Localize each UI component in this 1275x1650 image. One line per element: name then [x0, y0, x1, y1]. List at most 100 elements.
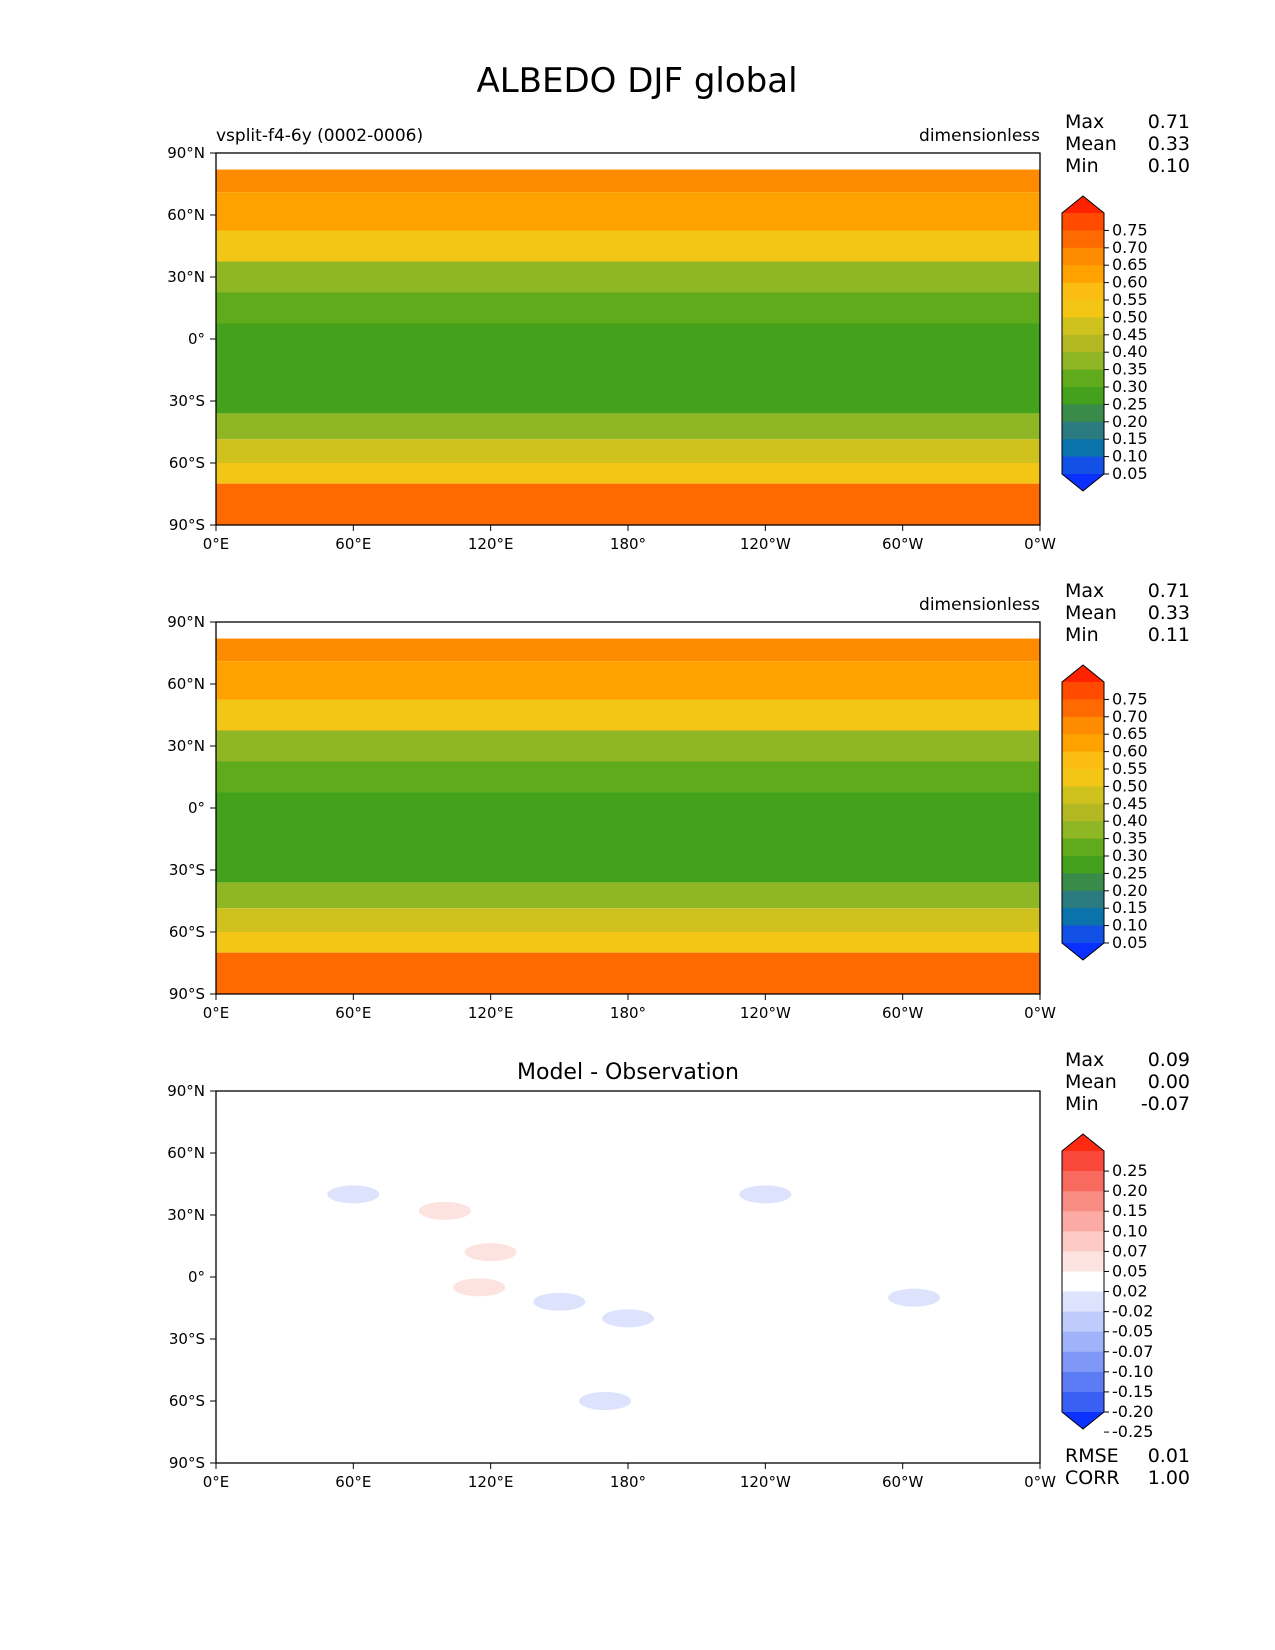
- stat-label: Min: [1065, 1093, 1099, 1115]
- colorbar: 0.750.700.650.600.550.500.450.400.350.30…: [1061, 664, 1148, 961]
- y-tick-label: 30°N: [167, 268, 205, 286]
- colorbar-label: 0.75: [1112, 220, 1148, 239]
- colorbar-label: 0.75: [1112, 689, 1148, 708]
- stat-label: Min: [1065, 155, 1099, 177]
- panel-units: dimensionless: [919, 126, 1040, 146]
- panel-center-title: Model - Observation: [517, 1060, 739, 1085]
- colorbar-segment: [1062, 1151, 1104, 1172]
- stat-value: 0.71: [1148, 580, 1190, 602]
- colorbar-segment: [1062, 265, 1104, 283]
- y-tick-label: 30°S: [169, 1330, 205, 1348]
- colorbar-label: 0.05: [1112, 1261, 1148, 1280]
- colorbar-label: 0.25: [1112, 394, 1148, 413]
- colorbar-label: 0.45: [1112, 325, 1148, 344]
- anomaly-blob: [453, 1278, 506, 1297]
- colorbar-segment: [1062, 821, 1104, 839]
- colorbar-segment: [1062, 1231, 1104, 1252]
- x-tick-label: 0°E: [203, 1473, 230, 1491]
- colorbar-label: 0.50: [1112, 776, 1148, 795]
- colorbar-segment: [1062, 369, 1104, 388]
- stat-value: 0.01: [1148, 1445, 1190, 1467]
- albedo-band: [216, 192, 1040, 231]
- x-tick-label: 0°W: [1024, 1473, 1056, 1491]
- colorbar-label: -0.07: [1112, 1342, 1153, 1361]
- colorbar-segment: [1062, 387, 1104, 405]
- colorbar-extend-min: [1062, 474, 1104, 491]
- albedo-band: [216, 699, 1040, 731]
- x-tick-label: 60°W: [882, 1473, 924, 1491]
- colorbar-label: 0.70: [1112, 238, 1148, 257]
- panels: 0°E 60°E 120°E 180° 120°W 60°W 0°W 90°N 60°N 30°N…: [167, 111, 1190, 1491]
- colorbar-segment: [1062, 1391, 1104, 1413]
- albedo-band: [216, 483, 1040, 510]
- colorbar-label: 0.50: [1112, 307, 1148, 326]
- x-tick-label: 180°: [610, 1004, 646, 1022]
- colorbar-label: 0.15: [1112, 429, 1148, 448]
- colorbar-label: 0.07: [1112, 1241, 1148, 1260]
- colorbar-extend-max: [1062, 1134, 1104, 1151]
- colorbar-segment: [1062, 1331, 1104, 1353]
- colorbar: 0.250.200.150.100.070.050.02-0.02-0.05-0…: [1061, 1133, 1153, 1441]
- colorbar-label: 0.02: [1112, 1282, 1148, 1301]
- colorbar-label: 0.35: [1112, 360, 1148, 379]
- anomaly-blob: [808, 1226, 860, 1245]
- albedo-band: [216, 882, 1040, 909]
- x-tick-label: 60°W: [882, 535, 924, 553]
- colorbar-segment: [1062, 1311, 1104, 1333]
- x-tick-label: 0°W: [1024, 1004, 1056, 1022]
- colorbar-label: 0.60: [1112, 273, 1148, 292]
- colorbar-label: 0.10: [1112, 916, 1148, 935]
- colorbar-label: 0.10: [1112, 447, 1148, 466]
- colorbar-label: -0.10: [1112, 1362, 1153, 1381]
- colorbar-label: 0.35: [1112, 829, 1148, 848]
- plot-background: [216, 1091, 1040, 1463]
- stat-value: 0.00: [1148, 1071, 1190, 1093]
- colorbar-segment: [1062, 890, 1104, 909]
- albedo-band: [216, 261, 1040, 293]
- stat-value: 0.33: [1148, 133, 1190, 155]
- x-tick-label: 0°E: [203, 535, 230, 553]
- albedo-band: [216, 730, 1040, 762]
- albedo-band: [216, 323, 1040, 355]
- colorbar-segment: [1062, 856, 1104, 874]
- colorbar-label: 0.45: [1112, 794, 1148, 813]
- x-tick-label: 120°E: [468, 1473, 514, 1491]
- colorbar-segment: [1062, 751, 1104, 770]
- anomaly-blob: [533, 1292, 586, 1311]
- colorbar-label: 0.10: [1112, 1221, 1148, 1240]
- albedo-band: [216, 385, 1040, 414]
- colorbar-segment: [1062, 699, 1104, 718]
- colorbar-segment: [1062, 1191, 1104, 1212]
- stat-value: 0.11: [1148, 624, 1190, 646]
- colorbar-extend-min: [1062, 1412, 1104, 1429]
- albedo-band: [216, 292, 1040, 324]
- colorbar-segment: [1062, 734, 1104, 752]
- panel-observation: 0°E 60°E 120°E 180° 120°W 60°W 0°W 90°N 60°N 30°N…: [167, 580, 1190, 1022]
- y-tick-label: 90°N: [167, 144, 205, 162]
- albedo-band: [216, 854, 1040, 883]
- colorbar-segment: [1062, 1171, 1104, 1192]
- colorbar-label: 0.65: [1112, 724, 1148, 743]
- colorbar-segment: [1062, 1291, 1104, 1313]
- stat-label: Max: [1065, 1049, 1104, 1071]
- colorbar-label: -0.05: [1112, 1322, 1153, 1341]
- figure-title: ALBEDO DJF global: [476, 61, 797, 101]
- stat-label: RMSE: [1065, 1445, 1119, 1467]
- colorbar-segment: [1062, 334, 1104, 353]
- colorbar-label: 0.05: [1112, 933, 1148, 952]
- anomaly-blob: [327, 1185, 380, 1204]
- albedo-band: [216, 661, 1040, 700]
- anomaly-blob: [739, 1185, 792, 1204]
- x-tick-label: 120°W: [740, 535, 791, 553]
- anomaly-blob: [247, 1123, 300, 1142]
- colorbar-segment: [1062, 786, 1104, 805]
- anomaly-blob: [888, 1288, 941, 1307]
- panel-difference: 0°E 60°E 120°E 180° 120°W 60°W 0°W 90°N 60°N 30°N…: [167, 1049, 1190, 1491]
- x-tick-label: 120°E: [468, 535, 514, 553]
- y-tick-label: 0°: [188, 330, 205, 348]
- colorbar-label: -0.02: [1112, 1302, 1153, 1321]
- colorbar-segment: [1062, 803, 1104, 822]
- anomaly-blob: [579, 1392, 632, 1410]
- colorbar-label: 0.15: [1112, 898, 1148, 917]
